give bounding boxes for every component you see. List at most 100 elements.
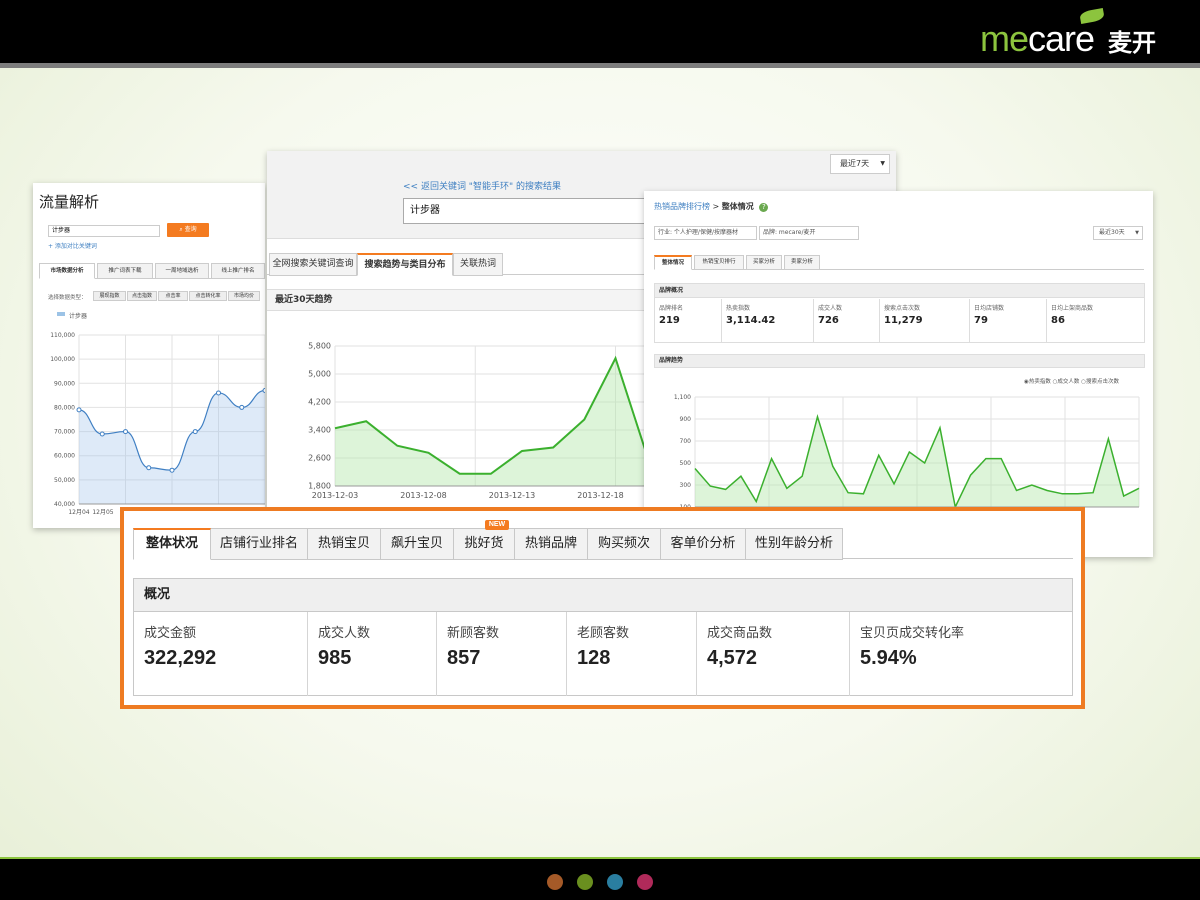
tab-gender-age[interactable]: 性别年龄分析 — [746, 528, 843, 560]
brand-field[interactable]: 品牌: mecare/麦开 — [759, 226, 859, 240]
tab-overall[interactable]: 整体情况 — [654, 255, 692, 270]
legend-radio[interactable]: ○ — [1081, 379, 1086, 385]
brand-trend-title: 品牌趋势 — [654, 354, 1145, 368]
tab-hot-items[interactable]: 热销宝贝排行 — [694, 255, 744, 270]
tab-hot-items[interactable]: 热销宝贝 — [308, 528, 381, 560]
range-select-value: 最近7天 — [840, 159, 870, 168]
y-tick-label: 90,000 — [54, 380, 75, 387]
filter-impressions[interactable]: 展现指数 — [93, 291, 126, 301]
y-tick-label: 300 — [680, 482, 692, 489]
metric-value: 11,279 — [884, 315, 923, 326]
tab-store-rank[interactable]: 店铺行业排名 — [211, 528, 308, 560]
metric-label: 日均店铺数 — [974, 305, 1005, 312]
query-button-label: 查询 — [184, 226, 197, 233]
tab-region-analysis[interactable]: 一周地域选析 — [155, 263, 209, 279]
tab-pick-goods[interactable]: 挑好货 — [454, 528, 515, 560]
y-tick-label: 100,000 — [50, 356, 75, 363]
legend-swatch — [57, 312, 65, 316]
metric-buyers: 成交人数 985 — [308, 612, 437, 696]
tab-seller[interactable]: 卖家分析 — [784, 255, 820, 270]
legend-radio-selected[interactable]: ◉ — [1024, 379, 1029, 385]
breadcrumb-current: 整体情况 — [721, 202, 754, 211]
tab-purchase-frequency[interactable]: 购买频次 — [588, 528, 661, 560]
filter-avg-price[interactable]: 市场均价 — [228, 291, 260, 301]
metric-label: 搜索点击次数 — [884, 305, 921, 312]
y-tick-label: 2,600 — [308, 454, 331, 463]
bottom-bar-divider — [0, 857, 1200, 860]
filter-ctr[interactable]: 点击率 — [158, 291, 188, 301]
tab-related-words[interactable]: 关联热词 — [453, 253, 503, 276]
data-point — [239, 404, 245, 410]
breadcrumb-separator: > — [712, 202, 720, 211]
y-tick-label: 1,800 — [308, 482, 331, 491]
tab-market-data[interactable]: 市场数据分析 — [39, 263, 95, 279]
series-area — [695, 416, 1139, 507]
data-point — [169, 467, 175, 473]
metric-label: 新顾客数 — [447, 626, 500, 641]
range-select[interactable]: 最近30天 ▼ — [1093, 226, 1143, 240]
footer-dot — [577, 874, 593, 890]
filter-clicks[interactable]: 点击指数 — [127, 291, 157, 301]
metric-label: 成交人数 — [818, 305, 843, 312]
metric-label: 宝贝页成交转化率 — [860, 626, 965, 641]
footer-dot — [637, 874, 653, 890]
industry-field[interactable]: 行业: 个人护理/保健/按摩器材 — [654, 226, 757, 240]
brand-overview-panel: 热销品牌排行榜 > 整体情况 ? 行业: 个人护理/保健/按摩器材 品牌: me… — [644, 191, 1153, 557]
metric-label: 成交金额 — [144, 626, 197, 641]
x-tick-label: 2013-12-08 — [400, 491, 447, 500]
y-tick-label: 4,200 — [308, 398, 331, 407]
metric-value: 79 — [974, 315, 988, 326]
help-icon[interactable]: ? — [759, 203, 769, 212]
data-point — [192, 429, 198, 435]
tab-rising-items[interactable]: 飙升宝贝 — [381, 528, 454, 560]
tab-unit-price[interactable]: 客单价分析 — [661, 528, 746, 560]
series-line — [694, 414, 1140, 510]
metric-cell: 日均上架商品数 86 — [1047, 299, 1145, 343]
metric-value: 857 — [447, 647, 481, 669]
metric-label: 成交商品数 — [707, 626, 773, 641]
metric-cell: 搜索点击次数 11,279 — [880, 299, 970, 343]
data-point — [99, 431, 105, 437]
filter-conversion[interactable]: 点击转化率 — [189, 291, 227, 301]
left-trend-chart: 计步器 110,000 100,000 90,000 80,000 70,000 60,00… — [50, 312, 265, 516]
keyword-input[interactable]: 计步器 — [48, 225, 160, 237]
search-input[interactable]: 计步器 — [403, 198, 653, 224]
panel-title: 流量解析 — [39, 193, 100, 211]
filter-label: 选择数据类型： — [48, 295, 87, 301]
metric-label: 热卖指数 — [726, 305, 751, 312]
tab-promo-rank[interactable]: 线上推广排名 — [211, 263, 265, 279]
tab-keyword-download[interactable]: 推广词表下载 — [97, 263, 153, 279]
metric-conversion-rate: 宝贝页成交转化率 5.94% — [850, 612, 1072, 696]
legend-item: 热卖指数 — [1028, 379, 1051, 385]
back-to-results-link[interactable]: << 返回关键词 "智能手环" 的搜索结果 — [403, 182, 561, 192]
tab-buyer[interactable]: 买家分析 — [746, 255, 782, 270]
range-select[interactable]: 最近7天 ▼ — [830, 154, 890, 174]
tab-overall-status[interactable]: 整体状况 — [133, 528, 211, 560]
middle-tabs: 全网搜索关键词查询 搜索趋势与类目分布 关联热词 — [267, 253, 896, 276]
chevron-down-icon: ▼ — [1135, 230, 1139, 236]
footer-dot — [607, 874, 623, 890]
breadcrumb-link[interactable]: 热销品牌排行榜 — [654, 202, 710, 211]
metric-old-customers: 老顾客数 128 — [567, 612, 697, 696]
footer-dot — [547, 874, 563, 890]
metric-label: 老顾客数 — [577, 626, 630, 641]
y-tick-label: 110,000 — [50, 332, 75, 339]
x-tick-label: 2013-12-18 — [577, 491, 624, 500]
metric-value: 985 — [318, 647, 352, 669]
brand-overview-title: 品牌概况 — [655, 284, 1144, 298]
bottom-bar — [0, 859, 1200, 900]
overview-box: 概况 成交金额 322,292 成交人数 985 新顾客数 857 老顾客数 128 成… — [133, 578, 1073, 696]
legend-radio[interactable]: ○ — [1052, 379, 1058, 385]
logo-text-me: me — [980, 18, 1029, 59]
tab-trend-category[interactable]: 搜索趋势与类目分布 — [357, 253, 453, 276]
y-tick-label: 50,000 — [54, 477, 75, 484]
add-compare-keyword-link[interactable]: + 添加对比关键词 — [48, 243, 97, 250]
metric-cell: 热卖指数 3,114.42 — [722, 299, 814, 343]
data-point — [123, 429, 128, 435]
tab-hot-brands[interactable]: 热销品牌 — [515, 528, 588, 560]
metric-label: 日均上架商品数 — [1051, 305, 1094, 312]
metric-value: 322,292 — [144, 647, 217, 669]
metric-value: 726 — [818, 315, 839, 326]
tab-keyword-query[interactable]: 全网搜索关键词查询 — [269, 253, 357, 276]
query-button[interactable]: ⌕ 查询 — [167, 223, 209, 237]
